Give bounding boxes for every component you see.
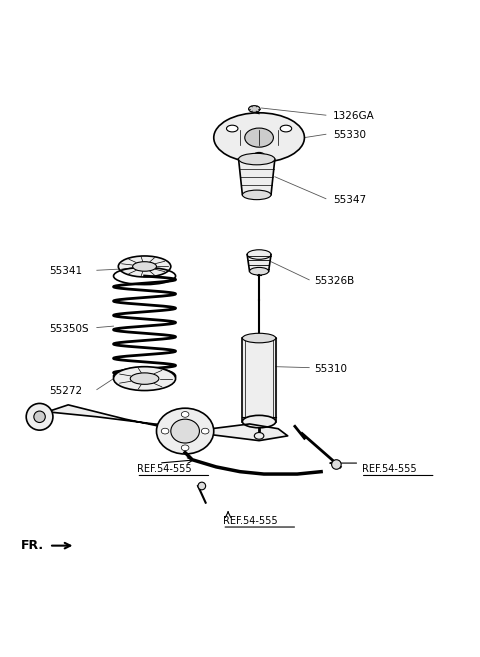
- Ellipse shape: [201, 428, 209, 434]
- Text: REF.54-555: REF.54-555: [362, 464, 416, 474]
- Text: 55341: 55341: [49, 266, 82, 276]
- Ellipse shape: [254, 432, 264, 440]
- Text: FR.: FR.: [21, 539, 44, 552]
- Ellipse shape: [242, 190, 271, 200]
- Text: 55326B: 55326B: [314, 276, 354, 286]
- Ellipse shape: [227, 125, 238, 132]
- Ellipse shape: [250, 267, 269, 275]
- Ellipse shape: [239, 153, 275, 165]
- Ellipse shape: [181, 411, 189, 417]
- Ellipse shape: [247, 250, 271, 260]
- Ellipse shape: [242, 333, 276, 343]
- Ellipse shape: [156, 408, 214, 454]
- Ellipse shape: [171, 419, 199, 443]
- Ellipse shape: [114, 367, 176, 390]
- Ellipse shape: [26, 403, 53, 430]
- Text: 55347: 55347: [333, 194, 366, 204]
- Ellipse shape: [132, 261, 156, 271]
- Ellipse shape: [181, 445, 189, 451]
- Text: 1326GA: 1326GA: [333, 111, 375, 121]
- Ellipse shape: [34, 411, 45, 422]
- Ellipse shape: [245, 128, 274, 147]
- Polygon shape: [30, 405, 288, 441]
- Text: 55330: 55330: [333, 130, 366, 140]
- Ellipse shape: [214, 113, 304, 162]
- Polygon shape: [239, 159, 275, 195]
- Ellipse shape: [161, 428, 169, 434]
- Ellipse shape: [198, 482, 205, 490]
- Ellipse shape: [242, 415, 276, 428]
- Polygon shape: [242, 338, 276, 422]
- Polygon shape: [247, 254, 271, 271]
- Ellipse shape: [130, 373, 159, 384]
- Ellipse shape: [118, 256, 171, 277]
- Ellipse shape: [332, 460, 341, 469]
- Text: REF.54-555: REF.54-555: [223, 516, 278, 526]
- Text: 55272: 55272: [49, 386, 82, 396]
- Text: REF.54-555: REF.54-555: [137, 464, 192, 474]
- Text: 55310: 55310: [314, 364, 347, 374]
- Ellipse shape: [280, 125, 292, 132]
- Text: 55350S: 55350S: [49, 323, 89, 334]
- Ellipse shape: [249, 106, 260, 112]
- Ellipse shape: [253, 152, 265, 159]
